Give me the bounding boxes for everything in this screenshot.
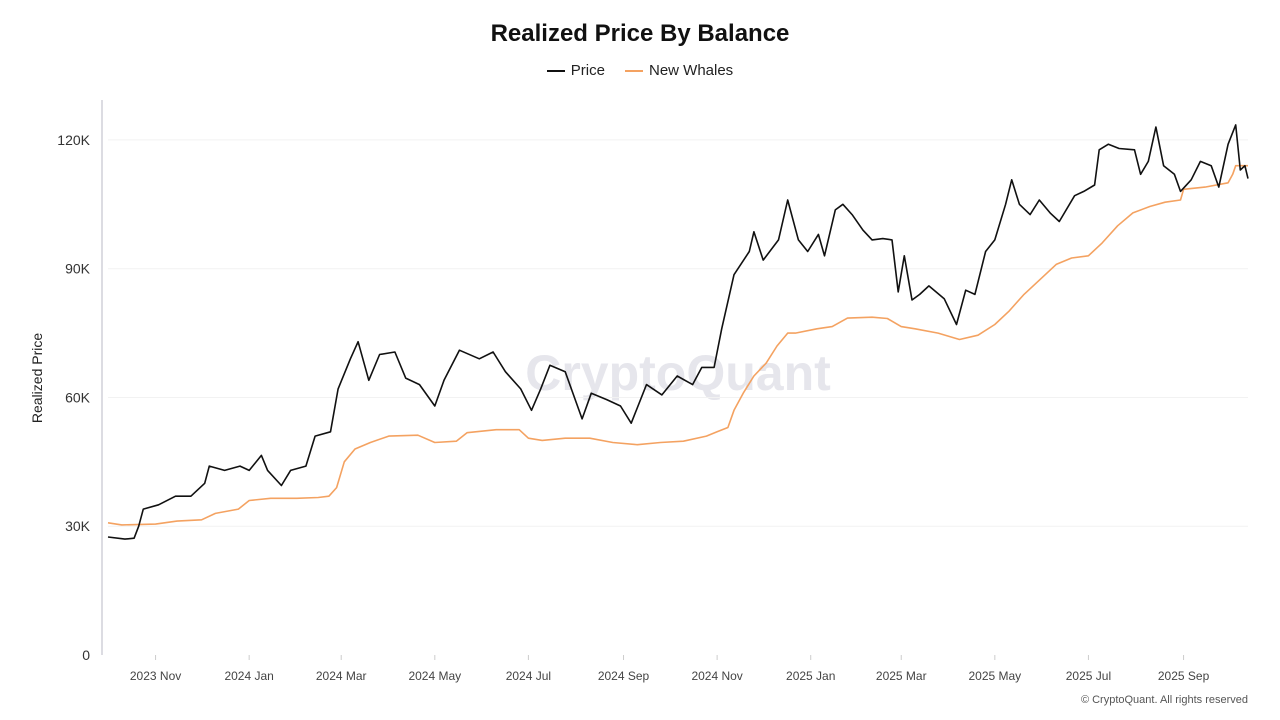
y-tick-label: 120K xyxy=(57,132,90,148)
x-tick-label: 2025 Jan xyxy=(786,669,835,683)
watermark: CryptoQuant xyxy=(525,345,831,401)
x-tick-label: 2024 Jan xyxy=(224,669,273,683)
y-axis-label: Realized Price xyxy=(29,333,45,423)
y-tick-label: 90K xyxy=(65,261,91,277)
y-tick-label: 0 xyxy=(82,647,90,663)
legend-label-new-whales: New Whales xyxy=(648,62,734,79)
x-tick-label: 2025 May xyxy=(968,669,1021,683)
x-tick-label: 2024 Nov xyxy=(691,669,742,683)
legend-swatch-new-whales xyxy=(624,69,643,72)
y-tick-label: 60K xyxy=(65,389,91,405)
series-line-new-whales xyxy=(107,164,1248,526)
x-tick-label: 2024 Jul xyxy=(506,669,551,683)
legend-label-price: Price xyxy=(570,62,605,79)
x-tick-label: 2024 May xyxy=(408,669,461,683)
chart-title: Realized Price By Balance xyxy=(490,20,790,47)
x-tick-label: 2024 Sep xyxy=(598,669,650,683)
x-tick-label: 2025 Jul xyxy=(1066,669,1111,683)
x-tick-label: 2024 Mar xyxy=(316,669,367,683)
legend-swatch-price xyxy=(546,69,565,72)
x-tick-label: 2025 Mar xyxy=(876,669,927,683)
series-line-price xyxy=(107,124,1249,540)
y-tick-label: 30K xyxy=(65,518,91,534)
x-tick-label: 2023 Nov xyxy=(130,669,181,683)
copyright-footer: © CryptoQuant. All rights reserved xyxy=(1080,694,1248,706)
legend-item-price[interactable]: Price xyxy=(546,62,605,79)
x-tick-label: 2025 Sep xyxy=(1158,669,1210,683)
legend: Price New Whales xyxy=(0,62,1280,79)
legend-item-new-whales[interactable]: New Whales xyxy=(624,62,734,79)
